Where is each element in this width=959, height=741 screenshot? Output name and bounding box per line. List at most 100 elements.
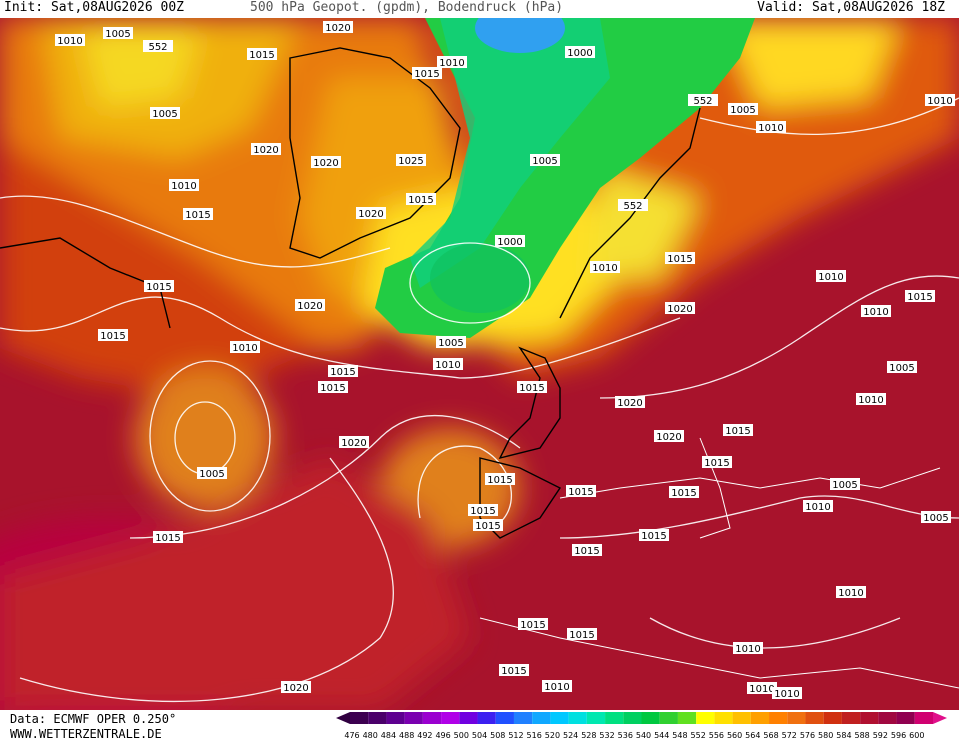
isobar-label: 1015 bbox=[473, 519, 503, 532]
map: 1010 1005 552 1020 1015 1010 1015 1000 1005 552 10… bbox=[0, 18, 959, 710]
isobar-label-text: 1005 bbox=[152, 109, 177, 120]
isobar-label-text: 1005 bbox=[923, 513, 948, 524]
isobar-label: 552 bbox=[143, 40, 173, 53]
isobar-label: 1010 bbox=[856, 393, 886, 406]
colorbar-label: 552 bbox=[691, 731, 706, 740]
isobar-label: 1015 bbox=[499, 664, 529, 677]
isobar-label-box bbox=[396, 154, 426, 166]
isobar-label-text: 1015 bbox=[671, 488, 696, 499]
isobar-label-text: 1015 bbox=[487, 475, 512, 486]
isobar-label-box bbox=[230, 341, 260, 353]
colorbar-box bbox=[422, 712, 442, 724]
isobar-label: 1020 bbox=[323, 21, 353, 34]
colorbar-box bbox=[914, 712, 933, 724]
isobar-label: 1010 bbox=[925, 94, 955, 107]
isobar-label: 1005 bbox=[150, 107, 180, 120]
colorbar-label: 476 bbox=[344, 731, 359, 740]
isobar-label-text: 1015 bbox=[146, 282, 171, 293]
colorbar-label: 588 bbox=[854, 731, 869, 740]
isobar-label-box bbox=[590, 261, 620, 273]
isobar-label: 1000 bbox=[495, 235, 525, 248]
isobar-label-box bbox=[803, 500, 833, 512]
isobar-label: 1020 bbox=[295, 299, 325, 312]
isobar-label: 1015 bbox=[247, 48, 277, 61]
isobar-label-box bbox=[281, 681, 311, 693]
isobar-label-text: 1015 bbox=[641, 531, 666, 542]
isobar-label: 1015 bbox=[639, 529, 669, 542]
colorbar-label: 560 bbox=[727, 731, 742, 740]
isobar-label-text: 1010 bbox=[749, 684, 774, 695]
isobar-label: 552 bbox=[688, 94, 718, 107]
isobar-label-layer: 1010 1005 552 1020 1015 1010 1015 1000 1005 552 10… bbox=[55, 21, 955, 700]
colorbar-label: 516 bbox=[527, 731, 542, 740]
colorbar-label: 548 bbox=[672, 731, 687, 740]
isobar-label-box bbox=[436, 336, 466, 348]
colorbar-label: 532 bbox=[599, 731, 614, 740]
isobar-label-box bbox=[247, 48, 277, 60]
isobar-label-box bbox=[153, 531, 183, 543]
isobar-label: 1010 bbox=[590, 261, 620, 274]
isobar-label-box bbox=[728, 103, 758, 115]
colorbar-box bbox=[805, 712, 824, 724]
isobar-label: 1020 bbox=[251, 143, 281, 156]
isobar-label: 1005 bbox=[728, 103, 758, 116]
colorbar-arrow-low bbox=[336, 712, 350, 724]
colorbar-label: 524 bbox=[563, 731, 578, 740]
isobar-label-box bbox=[517, 381, 547, 393]
isobar-label: 1010 bbox=[169, 179, 199, 192]
isobar-label-box bbox=[887, 361, 917, 373]
colorbar-box bbox=[787, 712, 806, 724]
colorbar-box bbox=[568, 712, 587, 724]
colorbar-label: 492 bbox=[417, 731, 432, 740]
colorbar-box bbox=[823, 712, 842, 724]
isobar-label-box bbox=[144, 280, 174, 292]
isobar-label-box bbox=[412, 67, 442, 79]
colorbar-box bbox=[386, 712, 405, 724]
isobar-label-text: 1010 bbox=[805, 502, 830, 513]
isobar-label: 1015 bbox=[518, 618, 548, 631]
isobar-label-text: 1005 bbox=[889, 363, 914, 374]
isobar-label-text: 1015 bbox=[249, 50, 274, 61]
isobar-label: 1020 bbox=[665, 302, 695, 315]
isobar-label-text: 1020 bbox=[656, 432, 681, 443]
colorbar-box bbox=[896, 712, 915, 724]
isobar-label: 1005 bbox=[887, 361, 917, 374]
isobar-label-box bbox=[836, 586, 866, 598]
isobar-label-text: 1020 bbox=[341, 438, 366, 449]
isobar-label-text: 1005 bbox=[438, 338, 463, 349]
isobar-label-text: 1005 bbox=[532, 156, 557, 167]
isobar-label-text: 1010 bbox=[863, 307, 888, 318]
isobar-label-box bbox=[565, 46, 595, 58]
colorbar-label: 600 bbox=[909, 731, 924, 740]
isobar-label-text: 1020 bbox=[667, 304, 692, 315]
isobar-label: 1015 bbox=[665, 252, 695, 265]
colorbar-label: 528 bbox=[581, 731, 596, 740]
isobar-label: 1015 bbox=[517, 381, 547, 394]
isobar-label-box bbox=[702, 456, 732, 468]
isobar-label-box bbox=[98, 329, 128, 341]
isobar-label-box bbox=[495, 235, 525, 247]
colorbar-box bbox=[368, 712, 387, 724]
isobar-label-text: 1015 bbox=[155, 533, 180, 544]
isobar-label-text: 552 bbox=[148, 42, 167, 53]
isobar-label-text: 1010 bbox=[818, 272, 843, 283]
isobar-label-text: 1000 bbox=[497, 237, 522, 248]
isobar-label-text: 1015 bbox=[470, 506, 495, 517]
isobar-label-box bbox=[905, 290, 935, 302]
colorbar-box bbox=[477, 712, 496, 724]
data-source: Data: ECMWF OPER 0.250° bbox=[10, 712, 177, 726]
isobar-label: 1015 bbox=[412, 67, 442, 80]
colorbar-box bbox=[878, 712, 897, 724]
isobar-label-box bbox=[921, 511, 951, 523]
isobar-label-text: 1015 bbox=[725, 426, 750, 437]
isobar-label-box bbox=[55, 34, 85, 46]
isobar-label-text: 1015 bbox=[907, 292, 932, 303]
isobar-label: 1020 bbox=[615, 396, 645, 409]
colorbar-box bbox=[714, 712, 733, 724]
isobar-label-box bbox=[861, 305, 891, 317]
isobar-label-text: 1010 bbox=[774, 689, 799, 700]
isobar-label-box bbox=[150, 107, 180, 119]
isobar-label-box bbox=[639, 529, 669, 541]
colorbar-box bbox=[659, 712, 678, 724]
isobar-label-text: 1010 bbox=[171, 181, 196, 192]
